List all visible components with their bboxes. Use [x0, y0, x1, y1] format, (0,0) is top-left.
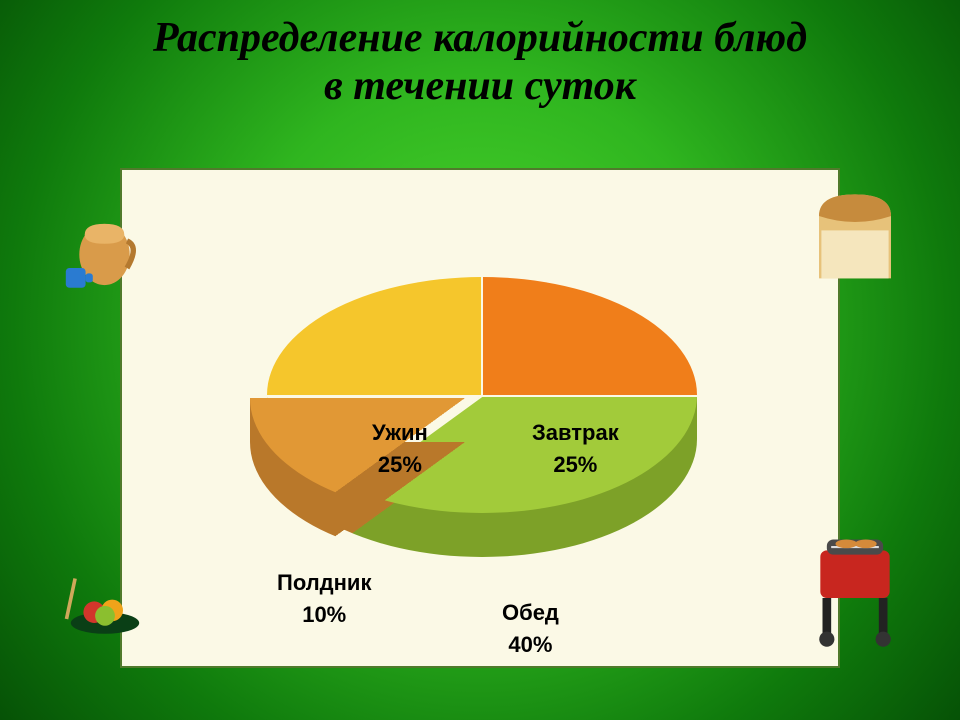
slice-name: Завтрак: [532, 420, 619, 446]
title-line-2: в течении суток: [0, 62, 960, 110]
slide: Распределение калорийности блюд в течени…: [0, 0, 960, 720]
slice-percent: 25%: [372, 452, 428, 478]
slice-percent: 40%: [502, 632, 559, 658]
slice-label: Ужин 25%: [372, 420, 428, 478]
slice-percent: 10%: [277, 602, 371, 628]
slice-label: Обед 40%: [502, 600, 559, 658]
slice-percent: 25%: [532, 452, 619, 478]
pulled-slice-top: [250, 280, 680, 517]
slide-title: Распределение калорийности блюд в течени…: [0, 14, 960, 111]
title-line-1: Распределение калорийности блюд: [0, 14, 960, 62]
chart-panel: Завтрак 25% Обед 40% Полдник 10% Ужин 25%: [120, 168, 840, 668]
bread-icon: [795, 180, 915, 300]
jug-and-cup-icon: [55, 205, 145, 295]
fruit-bowl-icon: [55, 560, 155, 650]
grill-icon: [800, 520, 910, 650]
pie-chart: [267, 277, 697, 558]
slice-name: Ужин: [372, 420, 428, 446]
slice-name: Полдник: [277, 570, 371, 596]
slice-label: Завтрак 25%: [532, 420, 619, 478]
slice-label: Полдник 10%: [277, 570, 371, 628]
slice-name: Обед: [502, 600, 559, 626]
